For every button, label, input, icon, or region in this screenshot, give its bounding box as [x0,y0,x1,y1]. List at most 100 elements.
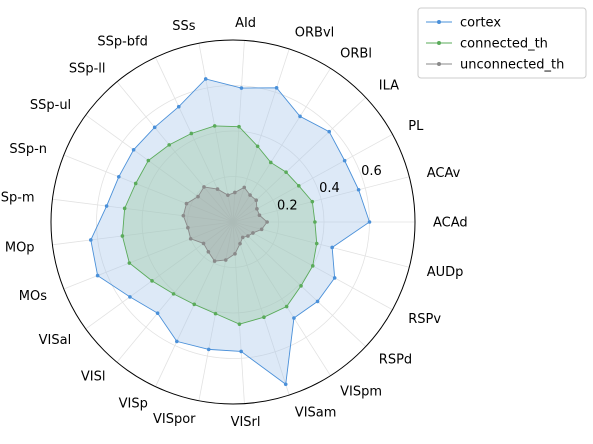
category-label-VISal: VISal [39,333,72,348]
spoke-7 [198,43,234,223]
series-point-unconnected_th-SSp-ll [202,185,206,189]
series-point-connected_th-RSPv [310,264,315,268]
category-label-MOs: MOs [19,289,47,304]
series-point-unconnected_th-SSs [226,193,230,197]
category-label-AUDp: AUDp [427,265,464,280]
spoke-14 [63,221,234,290]
category-label-RSPv: RSPv [408,312,441,327]
series-point-cortex-AId [239,86,244,90]
legend-label-cortex: cortex [460,16,501,31]
series-point-unconnected_th-AId [233,190,237,195]
category-label-PL: PL [408,119,424,134]
series-point-connected_th-VISam [262,315,266,320]
series-point-connected_th-ILA [284,170,288,174]
spoke-11 [63,154,234,223]
category-label-ILA: ILA [379,79,399,94]
series-point-connected_th-SSp-ul [146,158,151,163]
series-point-connected_th-VISrl [237,322,242,326]
series-point-connected_th-VISp [192,302,197,307]
category-label-VISpor: VISpor [153,412,196,427]
spoke-13 [52,221,234,246]
category-label-VISrl: VISrl [231,415,261,430]
series-point-cortex-VISrl [239,349,243,354]
spoke-16 [116,221,234,363]
series-point-connected_th-ACAd [313,220,317,224]
series-point-unconnected_th-VISam [238,241,242,246]
series-point-unconnected_th-MOp [186,225,190,230]
series-point-cortex-VISp [175,339,179,344]
category-label-ACAv: ACAv [427,166,461,181]
series-point-cortex-ILA [327,129,331,134]
category-label-SSs: SSs [172,19,196,34]
spoke-20 [232,221,290,396]
series-point-cortex-SSp-ll [152,125,157,130]
category-label-SSp-ul: SSp-ul [30,98,71,113]
spoke-12 [52,198,234,223]
series-point-unconnected_th-VISpm [240,235,245,240]
series-point-connected_th-RSPd [299,284,303,288]
series-point-cortex-PL [342,158,347,163]
radial-tick-label-2: 0.6 [361,164,382,179]
radial-tick-label-0: 0.2 [277,199,298,214]
legend-marker-cortex [437,20,441,24]
series-point-cortex-ORBvl [274,86,279,90]
series-point-connected_th-VISal [150,279,154,283]
series-point-connected_th-ORBl [268,160,273,165]
series-point-unconnected_th-SSp-ul [196,194,200,199]
series-point-unconnected_th-RSPv [251,231,255,235]
series-point-cortex-SSp-ul [131,147,136,152]
spoke-1 [232,176,410,223]
series-point-unconnected_th-VISpor [223,258,228,262]
grid-layer [50,39,416,405]
series-point-connected_th-PL [296,184,301,188]
label-layer: 0.2 0.4 0.6 ACAd ACAv PL ILA ORBl ORBvl AId SSs SSp… [0,16,468,430]
series-point-unconnected_th-VISrl [233,251,237,256]
series-point-unconnected_th-AUDp [259,227,264,232]
spoke-18 [198,221,234,401]
series-point-cortex-SSp-m [104,204,109,208]
series-point-unconnected_th-ACAv [257,213,262,218]
series-point-cortex-VISl [155,311,160,315]
series-point-unconnected_th-PL [255,207,259,211]
series-point-connected_th-VISpor [213,311,218,316]
spoke-9 [116,81,234,223]
series-point-connected_th-AUDp [314,241,319,246]
series-layer [89,77,372,387]
series-point-unconnected_th-ORBvl [242,185,247,190]
series-point-cortex-VISpm [292,316,296,320]
spoke-21 [232,221,331,376]
series-point-connected_th-MOs [127,261,132,265]
series-point-unconnected_th-SSp-n [184,201,189,206]
category-label-AId: AId [235,16,256,31]
series-point-connected_th-ORBvl [255,144,260,149]
category-label-VISpm: VISpm [340,384,382,399]
series-point-connected_th-VISl [171,292,176,296]
spoke-10 [85,114,234,223]
category-label-VISam: VISam [295,406,337,421]
category-label-SSp-m: SSp-m [0,190,35,205]
category-label-SSp-n: SSp-n [9,142,47,157]
series-point-cortex-SSp-n [116,174,121,179]
spoke-5 [232,48,290,223]
category-label-SSp-bfd: SSp-bfd [97,35,148,50]
series-point-cortex-RSPd [315,299,320,304]
category-label-RSPd: RSPd [379,352,412,367]
series-point-connected_th-SSs [212,124,217,128]
series-point-cortex-SSp-bfd [176,104,181,109]
series-point-cortex-MOs [95,273,100,278]
series-point-connected_th-SSp-ll [167,143,171,147]
series-point-unconnected_th-VISl [206,249,211,254]
radial-tick-label-1: 0.4 [319,181,340,196]
series-point-cortex-MOp [89,238,93,242]
series-point-cortex-VISal [128,295,132,299]
legend: cortex connected_th unconnected_th [417,7,587,79]
category-label-VISl: VISl [81,370,106,385]
outer-frame [50,39,416,405]
series-point-unconnected_th-ACAd [265,220,269,224]
series-point-cortex-RSPv [332,276,337,280]
series-point-connected_th-ACAv [310,199,315,204]
series-point-cortex-VISpor [206,347,211,352]
spoke-22 [232,221,366,347]
series-point-unconnected_th-RSPd [246,234,250,238]
